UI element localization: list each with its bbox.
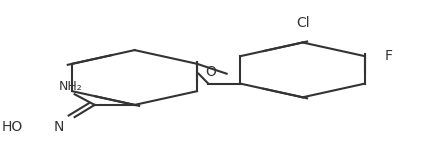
Text: N: N — [53, 120, 64, 134]
Text: O: O — [205, 65, 216, 79]
Text: Cl: Cl — [296, 16, 310, 30]
Text: NH₂: NH₂ — [59, 80, 83, 93]
Text: F: F — [385, 49, 393, 63]
Text: HO: HO — [1, 120, 22, 134]
